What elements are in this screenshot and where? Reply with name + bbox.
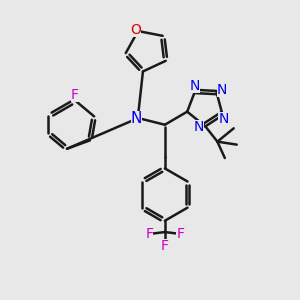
Text: N: N	[194, 120, 204, 134]
Text: F: F	[71, 88, 79, 102]
Text: O: O	[130, 22, 141, 37]
Text: F: F	[161, 239, 169, 253]
Text: N: N	[218, 112, 229, 126]
Text: N: N	[217, 83, 227, 97]
Text: N: N	[131, 111, 142, 126]
Text: F: F	[176, 226, 184, 241]
Text: F: F	[146, 226, 153, 241]
Text: N: N	[190, 79, 200, 93]
